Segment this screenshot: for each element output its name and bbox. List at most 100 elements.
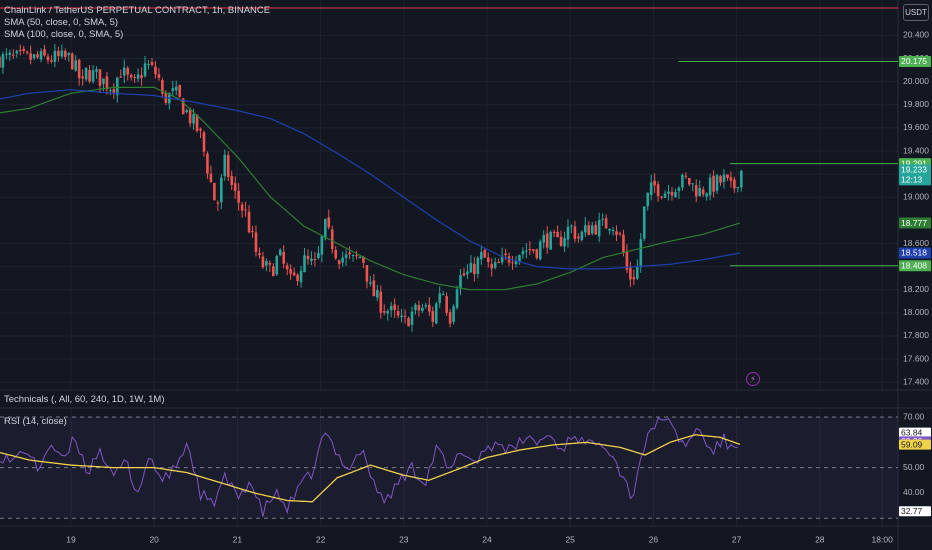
candle-body <box>532 249 535 252</box>
candle-body <box>299 270 303 283</box>
time-tick-label: 18:00 <box>872 534 894 544</box>
candle-body <box>64 51 67 57</box>
lightning-icon[interactable]: ⚡ <box>746 372 760 386</box>
candle-body <box>653 180 656 186</box>
candle-body <box>258 253 261 256</box>
price-tag-text: 18.408 <box>901 260 927 270</box>
sma-slow-legend[interactable]: SMA (100, close, 0, SMA, 5) <box>4 29 124 40</box>
technicals-legend[interactable]: Technicals (, All, 60, 240, 1D, 1W, 1M) <box>4 394 165 405</box>
candle-body <box>722 174 726 182</box>
rsi-value-tag[interactable] <box>899 439 931 450</box>
candle-body <box>611 230 615 232</box>
candle-body <box>102 78 105 84</box>
candle-body <box>448 312 452 324</box>
candle-body <box>428 304 431 312</box>
rsi-pane <box>0 416 898 519</box>
candle-body <box>36 54 39 58</box>
rsi-value-tag-text: 32.77 <box>901 506 923 516</box>
candle-body <box>351 254 355 256</box>
rsi-value-tag[interactable] <box>899 427 931 438</box>
candle-body <box>143 63 147 77</box>
time-axis[interactable]: 19 20 21 22 23 24 25 26 27 28 18:00 <box>66 534 893 544</box>
candle-body <box>667 191 670 194</box>
candle-body <box>147 64 150 66</box>
candle-body <box>233 183 237 191</box>
candle-body <box>701 189 705 195</box>
candle-body <box>480 252 483 260</box>
candle-body <box>632 277 636 280</box>
price-tag[interactable] <box>899 247 931 259</box>
time-tick-label: 23 <box>399 534 409 544</box>
price-tick-label: 19.400 <box>903 145 929 155</box>
candle-body <box>53 51 57 62</box>
candle-body <box>77 59 81 79</box>
candle-body <box>421 307 424 311</box>
candle-body <box>317 252 320 259</box>
candle-body <box>708 177 712 196</box>
candlestick-series <box>0 44 743 332</box>
rsi-legend[interactable]: RSI (14, close) <box>4 416 67 427</box>
candle-body <box>587 225 591 236</box>
candle-body <box>0 56 1 68</box>
candle-body <box>244 209 247 211</box>
candle-body <box>386 311 390 314</box>
candle-body <box>719 176 722 183</box>
candle-body <box>688 178 691 185</box>
candle-body <box>691 183 695 185</box>
candle-body <box>324 219 327 239</box>
candle-body <box>240 204 244 211</box>
price-tag[interactable] <box>899 55 931 67</box>
time-tick-label: 28 <box>815 534 825 544</box>
candle-body <box>192 114 195 124</box>
candle-body <box>414 304 417 311</box>
candle-body <box>275 256 279 275</box>
rsi-line <box>0 417 738 517</box>
candle-body <box>289 269 292 274</box>
price-tag-text: 18.777 <box>901 218 927 228</box>
rsi-value-tag[interactable] <box>899 506 931 517</box>
price-tick-label: 17.400 <box>903 376 929 386</box>
candle-body <box>226 155 230 177</box>
price-tick-label: 17.600 <box>903 353 929 363</box>
candle-body <box>518 254 521 262</box>
symbol-title[interactable]: ChainLink / TetherUS PERPETUAL CONTRACT,… <box>4 5 271 16</box>
price-tick-label: 17.800 <box>903 330 929 340</box>
time-tick-label: 20 <box>149 534 159 544</box>
candle-body <box>681 174 684 188</box>
sma-fast-legend[interactable]: SMA (50, close, 0, SMA, 5) <box>4 17 119 28</box>
candle-body <box>466 271 469 275</box>
candle-body <box>310 258 313 262</box>
candle-body <box>265 261 268 266</box>
candle-body <box>327 217 331 228</box>
candle-body <box>493 262 497 268</box>
rsi-tick-label: 50.00 <box>903 462 925 472</box>
candle-body <box>105 76 109 90</box>
candle-body <box>272 266 275 277</box>
candle-body <box>389 305 393 311</box>
candle-body <box>629 267 632 280</box>
horizontal-level-lines[interactable] <box>0 7 898 267</box>
price-tag[interactable] <box>899 217 931 229</box>
candle-body <box>334 249 338 259</box>
currency-button[interactable]: USDT <box>903 4 929 21</box>
candle-body <box>199 128 202 131</box>
rsi-tick-label: 40.00 <box>903 487 925 497</box>
price-tag[interactable] <box>899 260 931 272</box>
candle-body <box>715 175 719 191</box>
last-price-tag[interactable] <box>899 164 931 186</box>
price-axis[interactable]: 17.40017.60017.80018.00018.20018.40018.6… <box>899 30 931 517</box>
candle-body <box>521 251 525 255</box>
rsi-tick-label: 70.00 <box>903 411 925 421</box>
candle-body <box>303 255 306 273</box>
candle-body <box>154 66 157 75</box>
candle-body <box>403 315 407 317</box>
candle-body <box>452 306 455 322</box>
candle-body <box>25 51 29 53</box>
candle-body <box>407 318 410 327</box>
candle-body <box>504 253 507 255</box>
candle-body <box>573 226 577 240</box>
price-tick-label: 18.000 <box>903 307 929 317</box>
candle-body <box>608 228 611 231</box>
